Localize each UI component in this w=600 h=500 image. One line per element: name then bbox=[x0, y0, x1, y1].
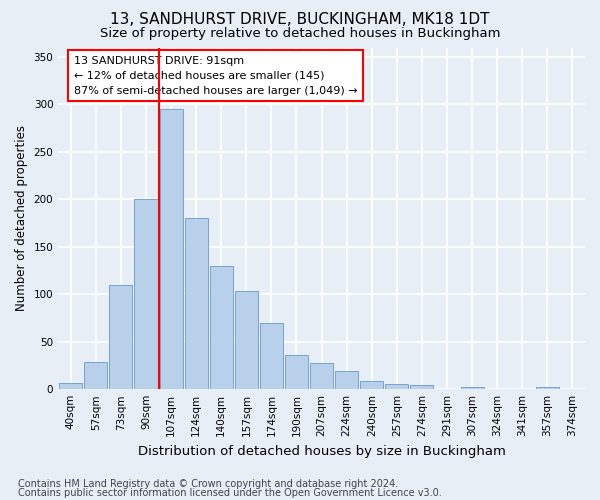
Text: Contains HM Land Registry data © Crown copyright and database right 2024.: Contains HM Land Registry data © Crown c… bbox=[18, 479, 398, 489]
Bar bbox=[285, 355, 308, 389]
Bar bbox=[410, 386, 433, 389]
Text: 13, SANDHURST DRIVE, BUCKINGHAM, MK18 1DT: 13, SANDHURST DRIVE, BUCKINGHAM, MK18 1D… bbox=[110, 12, 490, 28]
Bar bbox=[160, 109, 182, 389]
Text: Size of property relative to detached houses in Buckingham: Size of property relative to detached ho… bbox=[100, 28, 500, 40]
Bar bbox=[335, 371, 358, 389]
Text: 13 SANDHURST DRIVE: 91sqm
← 12% of detached houses are smaller (145)
87% of semi: 13 SANDHURST DRIVE: 91sqm ← 12% of detac… bbox=[74, 56, 358, 96]
Bar bbox=[310, 362, 333, 389]
Text: Contains public sector information licensed under the Open Government Licence v3: Contains public sector information licen… bbox=[18, 488, 442, 498]
Bar bbox=[385, 384, 409, 389]
Bar bbox=[461, 388, 484, 389]
Bar bbox=[209, 266, 233, 389]
Bar bbox=[536, 388, 559, 389]
Bar bbox=[260, 322, 283, 389]
Bar bbox=[235, 292, 258, 389]
Bar bbox=[185, 218, 208, 389]
Y-axis label: Number of detached properties: Number of detached properties bbox=[15, 126, 28, 312]
Bar bbox=[134, 200, 158, 389]
Bar bbox=[360, 380, 383, 389]
X-axis label: Distribution of detached houses by size in Buckingham: Distribution of detached houses by size … bbox=[137, 444, 506, 458]
Bar bbox=[84, 362, 107, 389]
Bar bbox=[109, 285, 133, 389]
Bar bbox=[59, 384, 82, 389]
